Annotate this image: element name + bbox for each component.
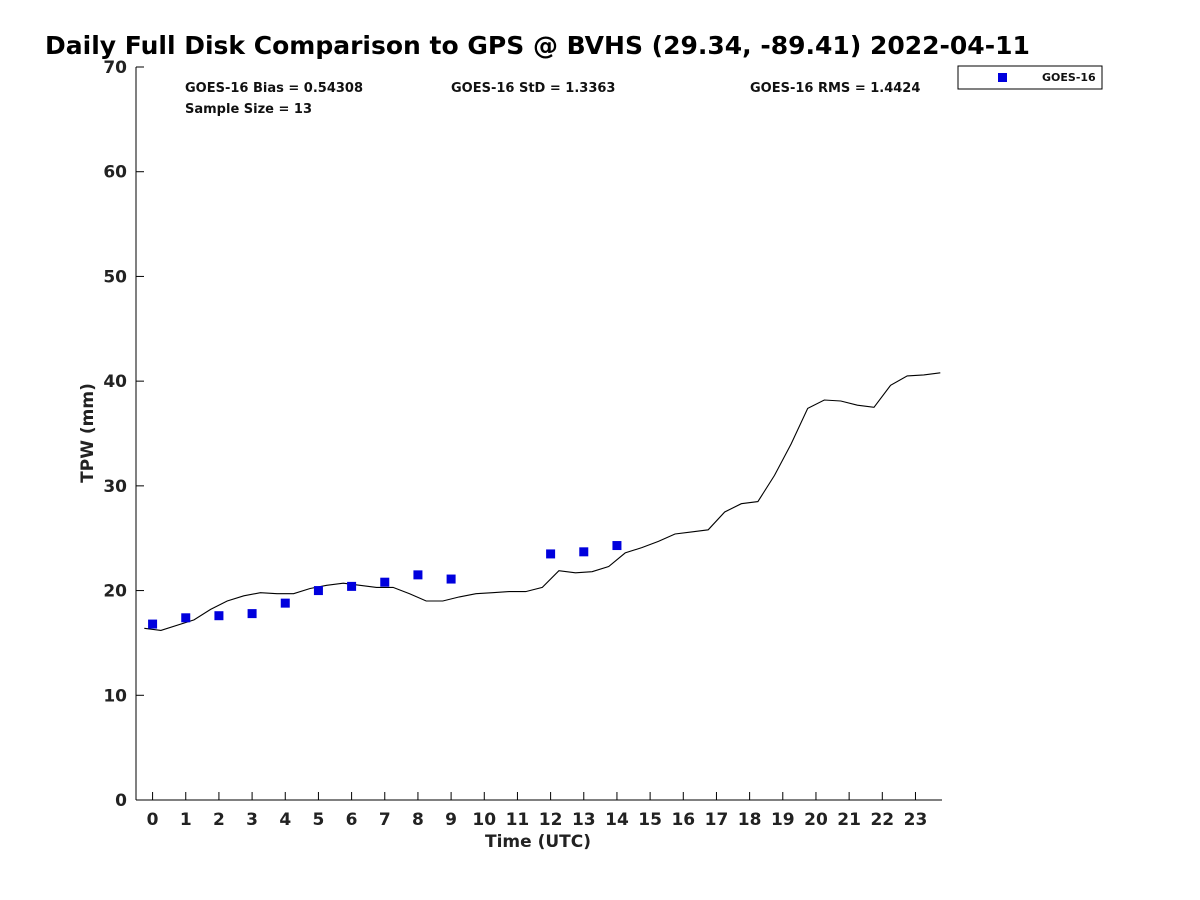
legend-box [957,65,1103,90]
legend: GOES-16 [957,65,1103,90]
x-tick-label: 21 [837,810,861,830]
y-tick-label: 20 [103,582,127,602]
stats-annotations: GOES-16 Bias = 0.54308 GOES-16 StD = 1.3… [185,81,920,117]
goes16-series [148,541,622,629]
x-tick-label: 3 [246,810,258,830]
x-tick-label: 17 [705,810,729,830]
x-tick-label: 15 [638,810,662,830]
x-tick-label: 1 [180,810,192,830]
x-tick-label: 4 [279,810,291,830]
goes16-point [380,577,390,587]
x-tick-label: 6 [346,810,358,830]
bias-stat: GOES-16 Bias = 0.54308 [185,81,363,96]
plot-area [135,67,942,801]
x-tick-label: 12 [539,810,563,830]
goes16-point [546,549,556,559]
y-tick-label: 70 [103,58,127,78]
goes16-point [148,619,158,629]
x-tick-label: 19 [771,810,795,830]
x-tick-label: 23 [904,810,928,830]
x-ticks: 0 1 2 3 4 5 6 7 8 9 10 11 12 13 14 15 16 17 18 19 20 21 22 23 [147,792,928,830]
legend-label-goes16: GOES-16 [1042,71,1096,84]
goes16-point [181,613,191,623]
x-tick-label: 10 [472,810,496,830]
goes16-point [347,581,357,591]
y-tick-label: 30 [103,477,127,497]
legend-marker-goes16 [998,73,1007,82]
y-ticks: 0 10 20 30 40 50 60 70 [103,58,144,811]
x-tick-label: 9 [445,810,457,830]
goes16-point [214,611,224,621]
y-tick-label: 60 [103,163,127,183]
chart-title: Daily Full Disk Comparison to GPS @ BVHS… [45,31,1030,60]
x-tick-label: 5 [313,810,325,830]
goes16-point [413,570,423,580]
x-tick-label: 22 [870,810,894,830]
x-tick-label: 0 [147,810,159,830]
x-tick-label: 16 [671,810,695,830]
x-tick-label: 11 [506,810,530,830]
y-axis-label: TPW (mm) [78,383,98,483]
gps-series [144,372,941,631]
y-tick-label: 10 [103,686,127,706]
goes16-point [612,541,622,551]
goes16-point [247,609,257,619]
goes16-point [579,547,589,557]
x-tick-label: 18 [738,810,762,830]
x-tick-label: 14 [605,810,629,830]
y-tick-label: 0 [115,791,127,811]
rms-stat: GOES-16 RMS = 1.4424 [750,81,920,96]
gps-line [144,372,941,631]
goes16-point [313,586,323,596]
x-tick-label: 2 [213,810,225,830]
y-tick-label: 40 [103,372,127,392]
std-stat: GOES-16 StD = 1.3363 [451,81,615,96]
x-tick-label: 8 [412,810,424,830]
x-tick-label: 13 [572,810,596,830]
x-tick-label: 7 [379,810,391,830]
y-tick-label: 50 [103,267,127,287]
x-axis-label: Time (UTC) [485,832,591,852]
x-tick-label: 20 [804,810,828,830]
goes16-point [280,598,290,608]
sample-size-stat: Sample Size = 13 [185,102,312,117]
goes16-point [446,574,456,584]
